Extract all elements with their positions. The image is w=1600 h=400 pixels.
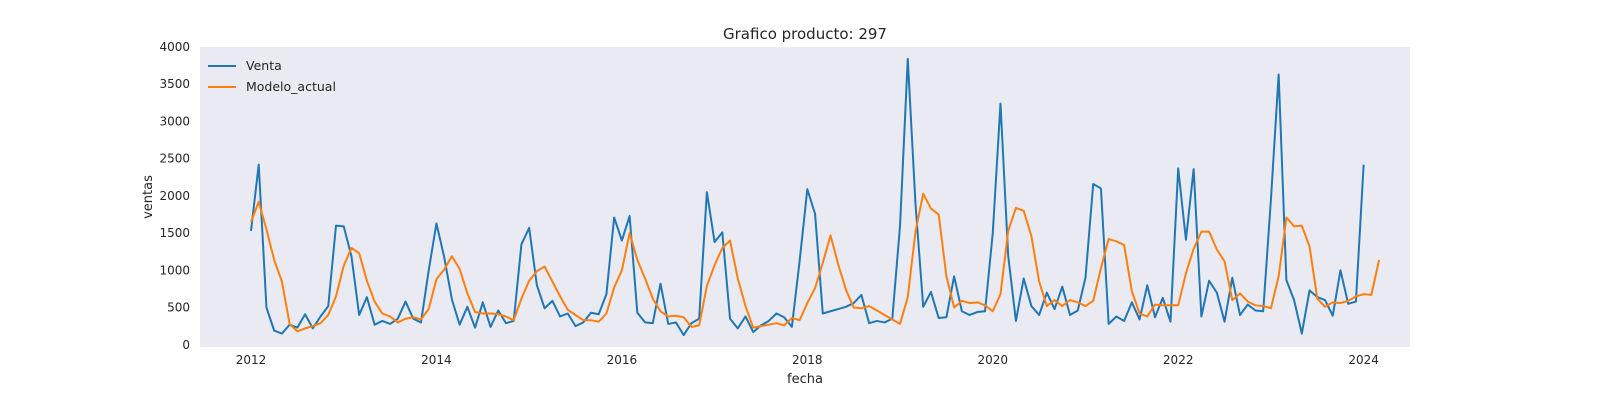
legend-label-venta: Venta — [246, 58, 282, 73]
x-tick-label: 2018 — [792, 353, 823, 367]
x-tick-label: 2020 — [977, 353, 1008, 367]
x-axis-label: fecha — [787, 372, 823, 387]
x-axis: 2012 2014 2016 2018 2020 2022 2024 — [236, 353, 1379, 367]
series-line-modelo-actual — [250, 192, 1381, 333]
y-tick-label: 0 — [182, 338, 190, 352]
x-tick-label: 2022 — [1163, 353, 1194, 367]
chart-title: Grafico producto: 297 — [723, 25, 887, 43]
series-group — [250, 57, 1381, 337]
y-tick-label: 3500 — [159, 77, 190, 91]
y-tick-label: 3000 — [159, 114, 190, 128]
x-tick-label: 2012 — [236, 353, 267, 367]
x-tick-label: 2016 — [607, 353, 638, 367]
y-tick-label: 2500 — [159, 152, 190, 166]
x-tick-label: 2024 — [1348, 353, 1379, 367]
y-tick-label: 1500 — [159, 226, 190, 240]
y-tick-label: 500 — [167, 301, 190, 315]
y-tick-label: 4000 — [159, 40, 190, 54]
y-axis-label: ventas — [141, 175, 156, 219]
y-axis: 0 500 1000 1500 2000 2500 3000 3500 4000 — [159, 40, 190, 352]
legend: Venta Modelo_actual — [208, 58, 336, 94]
y-tick-label: 2000 — [159, 189, 190, 203]
legend-label-modelo-actual: Modelo_actual — [246, 79, 336, 94]
y-tick-label: 1000 — [159, 263, 190, 277]
series-line-venta — [250, 57, 1365, 337]
x-tick-label: 2014 — [421, 353, 452, 367]
plot-area — [200, 47, 1410, 347]
